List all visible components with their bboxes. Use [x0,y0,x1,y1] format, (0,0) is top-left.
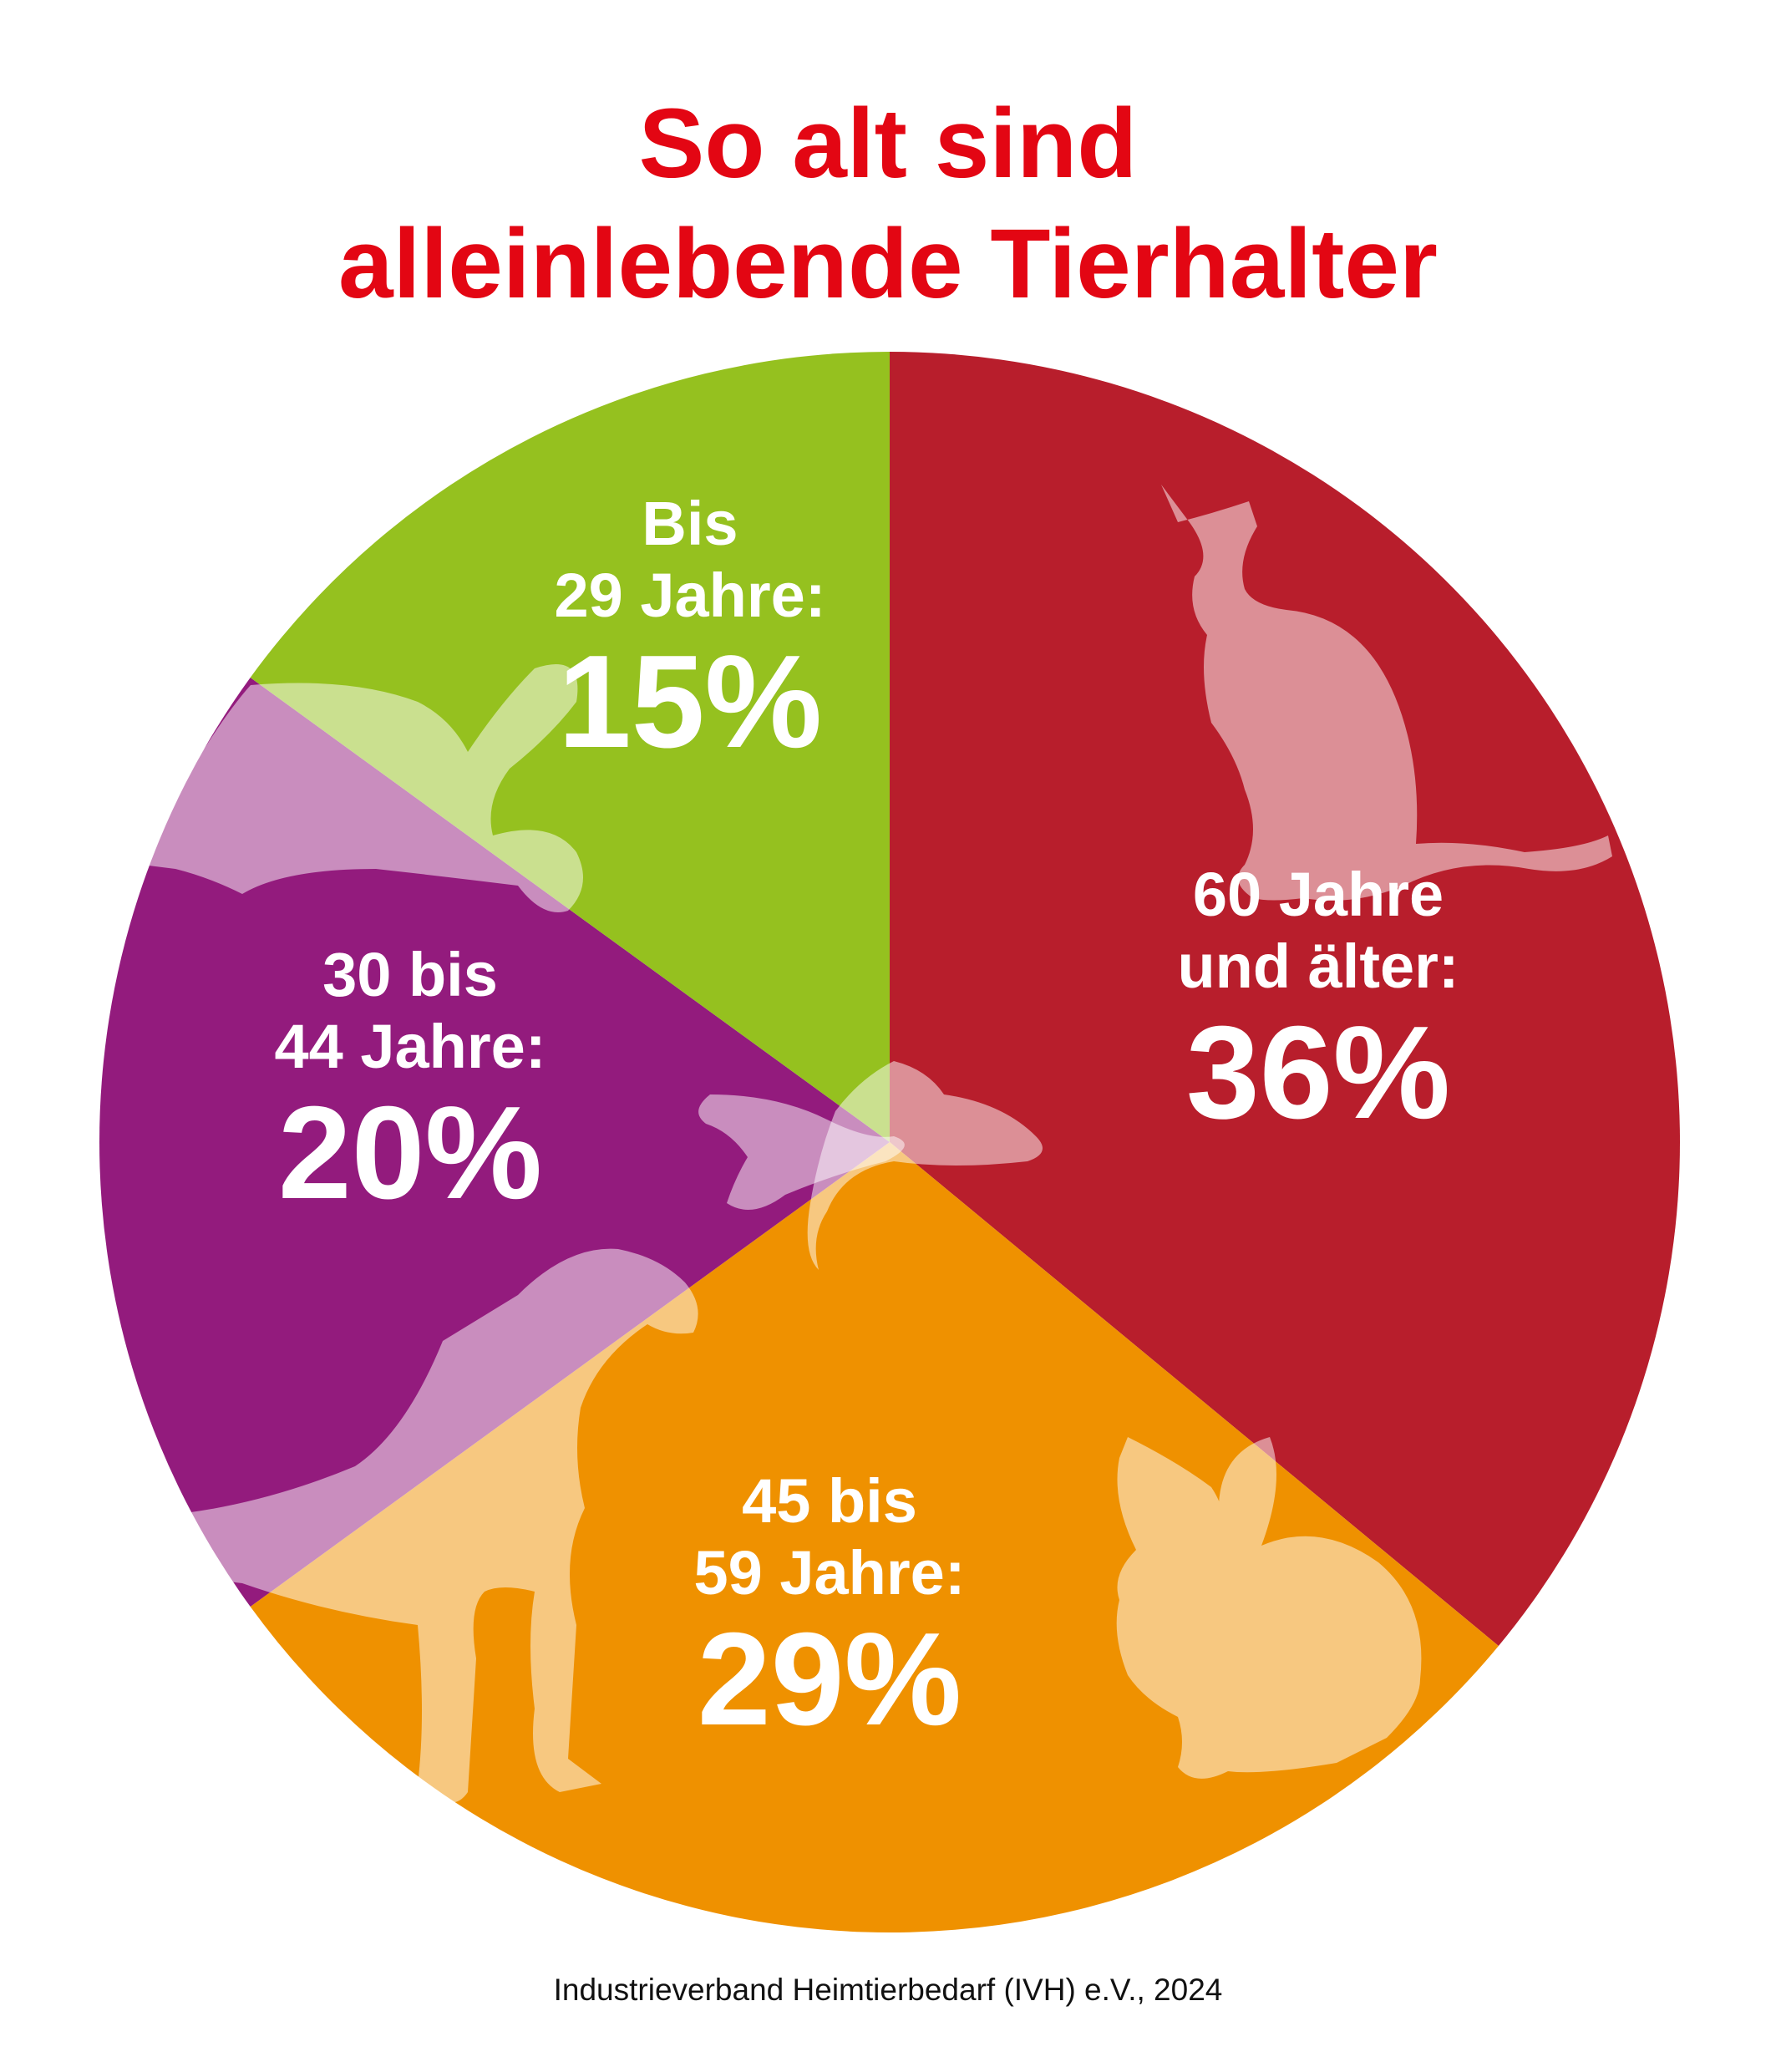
rabbit-icon [1116,1437,1422,1779]
slice-label-30-44-line-1: 30 bis [322,940,498,1009]
slice-label-under-29-line-1: Bis [642,489,738,558]
slice-value-60plus: 36% [1186,999,1450,1146]
slice-label-45-59-line-2: 59 Jahre: [694,1538,966,1607]
fish-icon [698,1094,905,1210]
bird-icon [807,1061,1043,1270]
chart-title-line-1: So alt sind [639,89,1138,199]
slice-value-30-44: 20% [278,1079,542,1226]
slice-label-60plus-line-1: 60 Jahre [1193,860,1444,929]
slice-labels: 60 Jahre und älter: 36% 45 bis 59 Jahre:… [275,489,1459,1753]
slice-label-under-29-line-2: 29 Jahre: [555,561,826,630]
slice-label-45-59-line-1: 45 bis [742,1466,917,1536]
slice-label-30-44-line-2: 44 Jahre: [275,1012,546,1081]
slice-value-45-59: 29% [698,1606,962,1753]
dog-icon [38,1248,698,1803]
chart-title-line-2: alleinlebende Tierhalter [338,209,1438,319]
source-note: Industrieverband Heimtierbedarf (IVH) e.… [554,1973,1223,2007]
pie-slice-2 [99,677,891,1607]
turtle-icon [142,664,583,912]
pie-slice-0 [890,352,1680,1647]
cat-icon [1161,485,1612,901]
slice-label-60plus-line-2: und älter: [1177,932,1459,1001]
slice-value-under-29: 15% [558,628,822,775]
animal-silhouettes [38,485,1612,1803]
pie-slice-3 [250,352,890,1142]
